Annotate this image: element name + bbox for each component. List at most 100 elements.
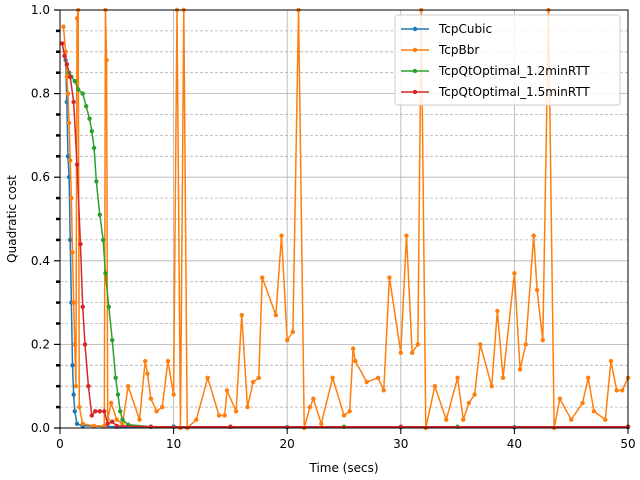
- data-point: [239, 312, 244, 318]
- data-point: [375, 375, 381, 381]
- data-point: [68, 74, 73, 80]
- data-point: [603, 417, 608, 422]
- data-point: [93, 409, 98, 414]
- data-point: [125, 384, 131, 389]
- legend-label: TcpQtOptimal_1.5minRTT: [438, 85, 590, 99]
- data-point: [105, 421, 110, 427]
- data-point: [381, 388, 386, 393]
- data-point: [64, 74, 70, 80]
- data-point: [114, 423, 120, 429]
- data-point: [86, 384, 91, 389]
- x-tick-label: 0: [56, 437, 64, 451]
- data-point: [531, 233, 536, 238]
- data-point: [409, 350, 415, 355]
- data-point: [171, 392, 176, 397]
- data-point: [64, 62, 70, 67]
- legend-marker: [412, 68, 418, 74]
- data-point: [62, 53, 67, 59]
- data-point: [120, 417, 125, 422]
- data-point: [110, 338, 115, 343]
- data-point: [307, 404, 313, 410]
- data-point: [145, 371, 150, 376]
- data-point: [285, 338, 290, 343]
- data-point: [233, 409, 239, 414]
- data-point: [65, 154, 71, 159]
- data-point: [224, 388, 230, 393]
- data-point: [66, 120, 72, 126]
- legend-label: TcpQtOptimal_1.2minRTT: [438, 64, 590, 78]
- data-point: [108, 400, 114, 406]
- data-point: [273, 312, 279, 318]
- data-point: [91, 145, 97, 151]
- data-point: [472, 392, 477, 397]
- data-point: [341, 413, 347, 418]
- data-point: [398, 350, 403, 355]
- data-point: [444, 417, 449, 422]
- y-tick-label: 0.8: [31, 87, 50, 101]
- data-point: [347, 409, 352, 414]
- data-point: [260, 275, 265, 280]
- data-point: [569, 417, 574, 422]
- x-tick-label: 10: [166, 437, 181, 451]
- data-point: [102, 423, 107, 429]
- data-point: [97, 409, 102, 414]
- data-point: [311, 396, 316, 401]
- data-point: [106, 304, 112, 309]
- data-point: [586, 375, 591, 381]
- legend-label: TcpBbr: [438, 43, 479, 57]
- data-point: [73, 384, 79, 389]
- data-point: [489, 384, 494, 389]
- legend-box: [394, 14, 621, 106]
- y-tick-label: 0.2: [31, 337, 50, 351]
- data-point: [387, 275, 392, 280]
- data-point: [80, 304, 85, 309]
- data-point: [148, 396, 154, 401]
- data-point: [70, 250, 75, 255]
- data-point: [83, 103, 89, 109]
- data-point: [71, 392, 76, 397]
- data-point: [60, 41, 65, 46]
- data-point: [466, 400, 472, 406]
- x-tick-label: 30: [393, 437, 408, 451]
- data-point: [68, 237, 73, 243]
- data-point: [110, 419, 115, 424]
- data-point: [68, 158, 73, 163]
- data-point: [495, 308, 500, 314]
- data-point: [103, 271, 108, 276]
- data-point: [89, 129, 95, 134]
- data-point: [216, 413, 222, 418]
- data-point: [364, 379, 369, 385]
- data-point: [72, 78, 77, 84]
- data-point: [512, 271, 517, 276]
- x-tick-label: 50: [620, 437, 635, 451]
- data-point: [194, 417, 199, 422]
- data-point: [353, 358, 358, 364]
- data-point: [330, 375, 335, 381]
- legend-marker: [412, 89, 418, 95]
- data-point: [319, 421, 324, 427]
- data-point: [74, 16, 80, 21]
- data-point: [256, 375, 261, 381]
- data-point: [69, 195, 74, 201]
- data-point: [61, 24, 66, 29]
- data-point: [205, 375, 210, 381]
- data-point: [87, 116, 92, 121]
- data-point: [75, 87, 81, 92]
- data-point: [71, 99, 76, 105]
- series-1: [61, 7, 631, 431]
- data-point: [580, 400, 585, 406]
- data-point: [245, 404, 250, 410]
- data-point: [143, 358, 148, 364]
- legend-marker: [412, 47, 418, 53]
- axis-ticks: 0 10 20 30 40 50 0.0 0.2 0.4 0.6 0.8 1.0: [31, 3, 636, 451]
- data-point: [113, 375, 118, 381]
- x-tick-label: 40: [507, 437, 522, 451]
- y-tick-label: 0.6: [31, 170, 50, 184]
- data-point: [250, 379, 256, 385]
- data-point: [160, 404, 165, 410]
- data-point: [94, 179, 99, 184]
- data-point: [77, 404, 82, 410]
- data-point: [404, 233, 409, 238]
- data-point: [461, 417, 466, 422]
- data-point: [165, 358, 171, 364]
